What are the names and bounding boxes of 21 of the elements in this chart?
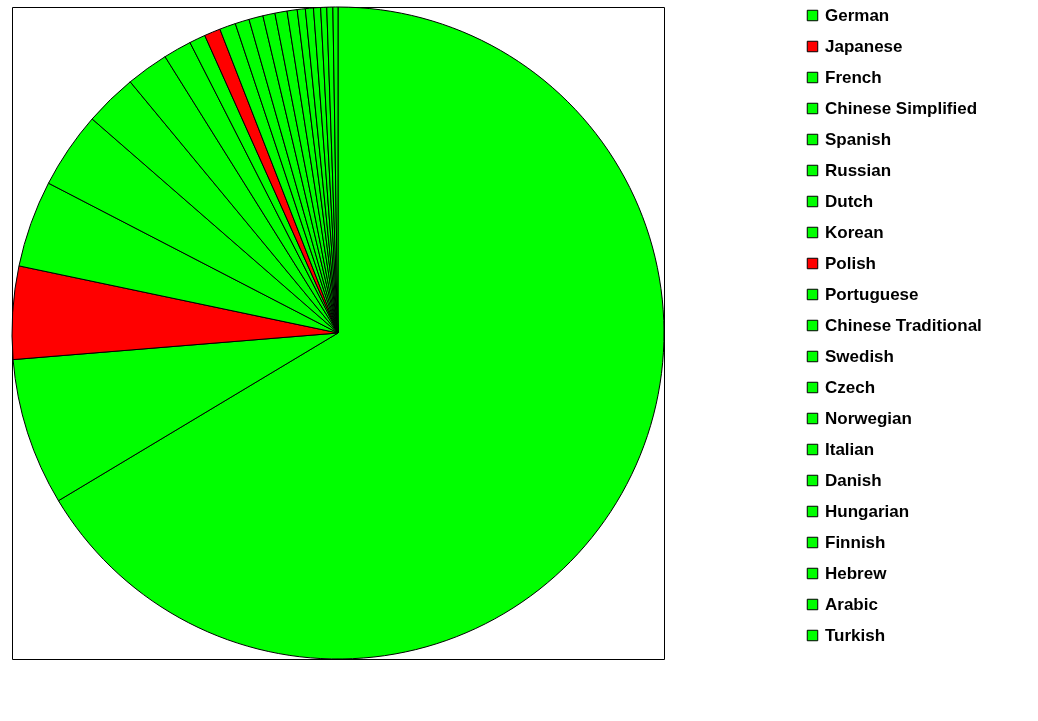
legend-label: Arabic [825, 594, 878, 614]
legend-label: Japanese [825, 36, 903, 56]
legend-label: Spanish [825, 129, 892, 149]
legend-label: Danish [825, 470, 882, 490]
legend-label: Chinese Traditional [825, 315, 982, 335]
legend-label: Turkish [825, 625, 886, 645]
legend-label: Chinese Simplified [825, 98, 978, 118]
legend-label: Czech [825, 377, 876, 397]
legend-label: Hungarian [825, 501, 910, 521]
legend-label: Swedish [825, 346, 894, 366]
legend-label: Finnish [825, 532, 886, 552]
legend-label: Russian [825, 160, 892, 180]
legend-label: Norwegian [825, 408, 912, 428]
legend-label: French [825, 67, 882, 87]
legend-label: Korean [825, 222, 884, 242]
legend-label: German [825, 5, 890, 25]
legend-label: Hebrew [825, 563, 888, 583]
legend-label: Portuguese [825, 284, 919, 304]
legend-label: Dutch [825, 191, 874, 211]
legend-label: Polish [825, 253, 877, 273]
legend-label: Italian [825, 439, 875, 459]
